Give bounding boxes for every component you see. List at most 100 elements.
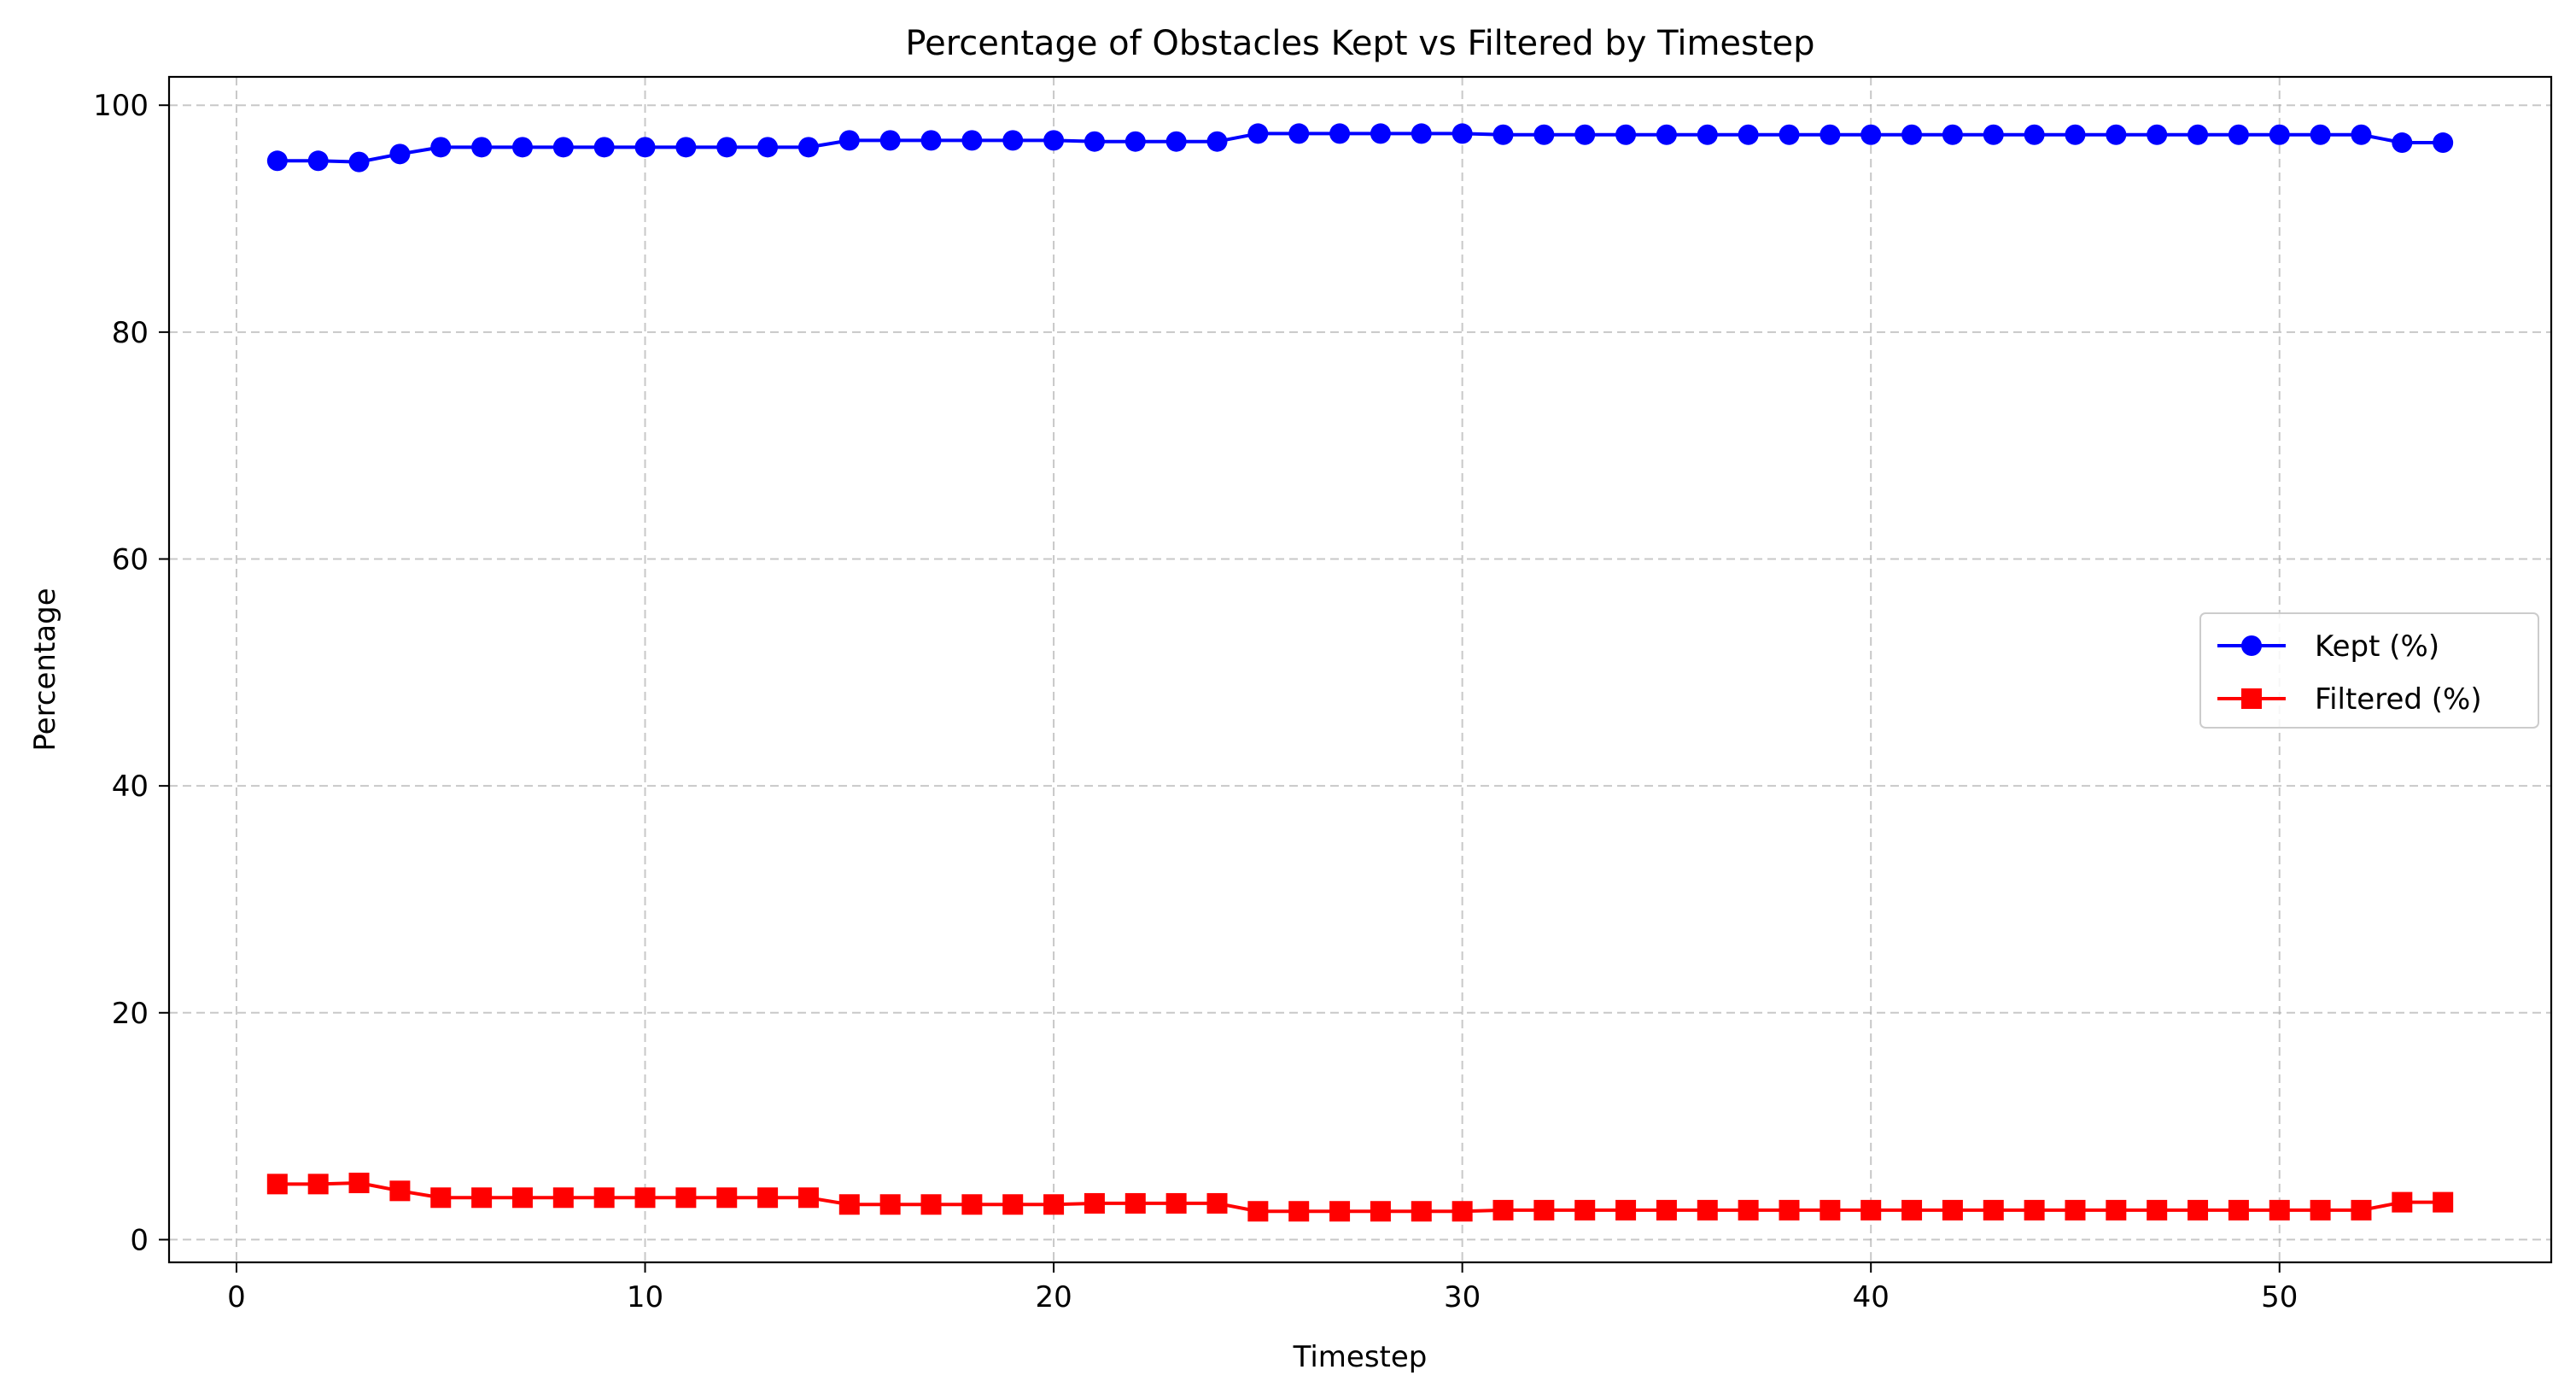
data-point (1983, 1199, 2004, 1220)
data-point (2024, 124, 2045, 145)
data-point (1411, 1201, 1432, 1222)
data-point (1206, 1192, 1228, 1214)
x-tick-label: 40 (1853, 1280, 1890, 1314)
data-point (1452, 123, 1473, 144)
x-tick-label: 20 (1035, 1280, 1072, 1314)
data-point (920, 130, 942, 151)
data-point (471, 1187, 493, 1209)
y-axis-label: Percentage (28, 588, 62, 751)
data-point (266, 150, 288, 172)
data-point (348, 151, 370, 173)
data-point (307, 1174, 329, 1195)
x-axis-label: Timestep (1293, 1340, 1428, 1374)
data-point (675, 1187, 697, 1209)
x-tick-label: 50 (2261, 1280, 2298, 1314)
data-point (2147, 1199, 2168, 1220)
data-point (634, 1187, 656, 1209)
legend: Kept (%) Filtered (%) (2199, 612, 2539, 729)
data-point (552, 1187, 574, 1209)
data-point (1288, 123, 1310, 144)
data-point (2269, 1199, 2290, 1220)
data-point (1247, 1201, 1269, 1222)
data-point (838, 130, 860, 151)
data-point (838, 1194, 860, 1215)
data-point (2065, 124, 2086, 145)
data-point (1492, 124, 1514, 145)
y-tick-label: 20 (112, 997, 149, 1031)
data-point (1411, 123, 1432, 144)
data-point (797, 1187, 819, 1209)
data-point (1656, 1199, 1677, 1220)
data-point (2228, 1199, 2249, 1220)
data-point (797, 137, 819, 158)
data-point (2024, 1199, 2045, 1220)
data-point (1656, 124, 1677, 145)
data-point (716, 137, 738, 158)
data-point (2351, 124, 2372, 145)
data-point (1860, 124, 1882, 145)
data-point (1124, 1192, 1146, 1214)
data-point (634, 137, 656, 158)
data-point (552, 137, 574, 158)
data-point (757, 1187, 779, 1209)
x-tick-label: 0 (227, 1280, 246, 1314)
series-filtered (266, 1173, 2454, 1222)
data-point (1533, 1199, 1555, 1220)
data-point (2188, 1199, 2209, 1220)
data-point (2433, 1191, 2454, 1213)
data-point (2106, 124, 2127, 145)
data-point (2310, 1199, 2331, 1220)
data-point (471, 137, 493, 158)
legend-label: Filtered (%) (2315, 682, 2482, 717)
data-point (1165, 131, 1187, 152)
data-point (2269, 124, 2290, 145)
data-point (1247, 123, 1269, 144)
data-point (1492, 1199, 1514, 1220)
x-tick-label: 10 (627, 1280, 663, 1314)
data-point (1370, 123, 1391, 144)
data-point (1084, 131, 1105, 152)
data-point (1002, 130, 1024, 151)
legend-marker (2241, 635, 2262, 656)
data-point (2351, 1199, 2372, 1220)
data-point (757, 137, 779, 158)
data-point (1574, 1199, 1596, 1220)
data-point (511, 1187, 533, 1209)
data-point (1738, 124, 1759, 145)
grid-lines (169, 77, 2551, 1262)
data-point (1738, 1199, 1759, 1220)
y-tick-label: 40 (112, 770, 149, 804)
data-point (1084, 1192, 1105, 1214)
data-point (2392, 1191, 2413, 1213)
data-point (716, 1187, 738, 1209)
data-point (1288, 1201, 1310, 1222)
data-point (1615, 124, 1637, 145)
data-point (1942, 124, 1963, 145)
data-point (1452, 1201, 1473, 1222)
legend-marker (2241, 688, 2262, 709)
data-point (1370, 1201, 1391, 1222)
data-point (593, 137, 615, 158)
data-point (1124, 131, 1146, 152)
data-point (1860, 1199, 1882, 1220)
data-point (1043, 130, 1065, 151)
data-point (1779, 124, 1800, 145)
data-point (920, 1194, 942, 1215)
y-tick-label: 60 (112, 542, 149, 577)
data-point (593, 1187, 615, 1209)
x-tick-label: 30 (1444, 1280, 1481, 1314)
legend-item-filtered: Filtered (%) (2217, 682, 2482, 717)
data-point (2106, 1199, 2127, 1220)
chart-title: Percentage of Obstacles Kept vs Filtered… (905, 24, 1814, 63)
legend-item-kept: Kept (%) (2217, 629, 2439, 664)
data-point (675, 137, 697, 158)
data-point (348, 1173, 370, 1194)
series-layer (266, 123, 2454, 1222)
series-kept (266, 123, 2454, 173)
data-point (1820, 124, 1841, 145)
data-point (2065, 1199, 2086, 1220)
data-point (389, 143, 411, 165)
data-point (961, 1194, 983, 1215)
